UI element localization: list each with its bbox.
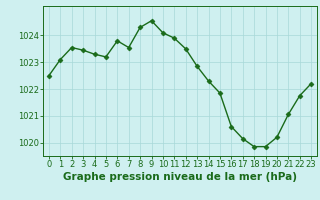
X-axis label: Graphe pression niveau de la mer (hPa): Graphe pression niveau de la mer (hPa): [63, 172, 297, 182]
